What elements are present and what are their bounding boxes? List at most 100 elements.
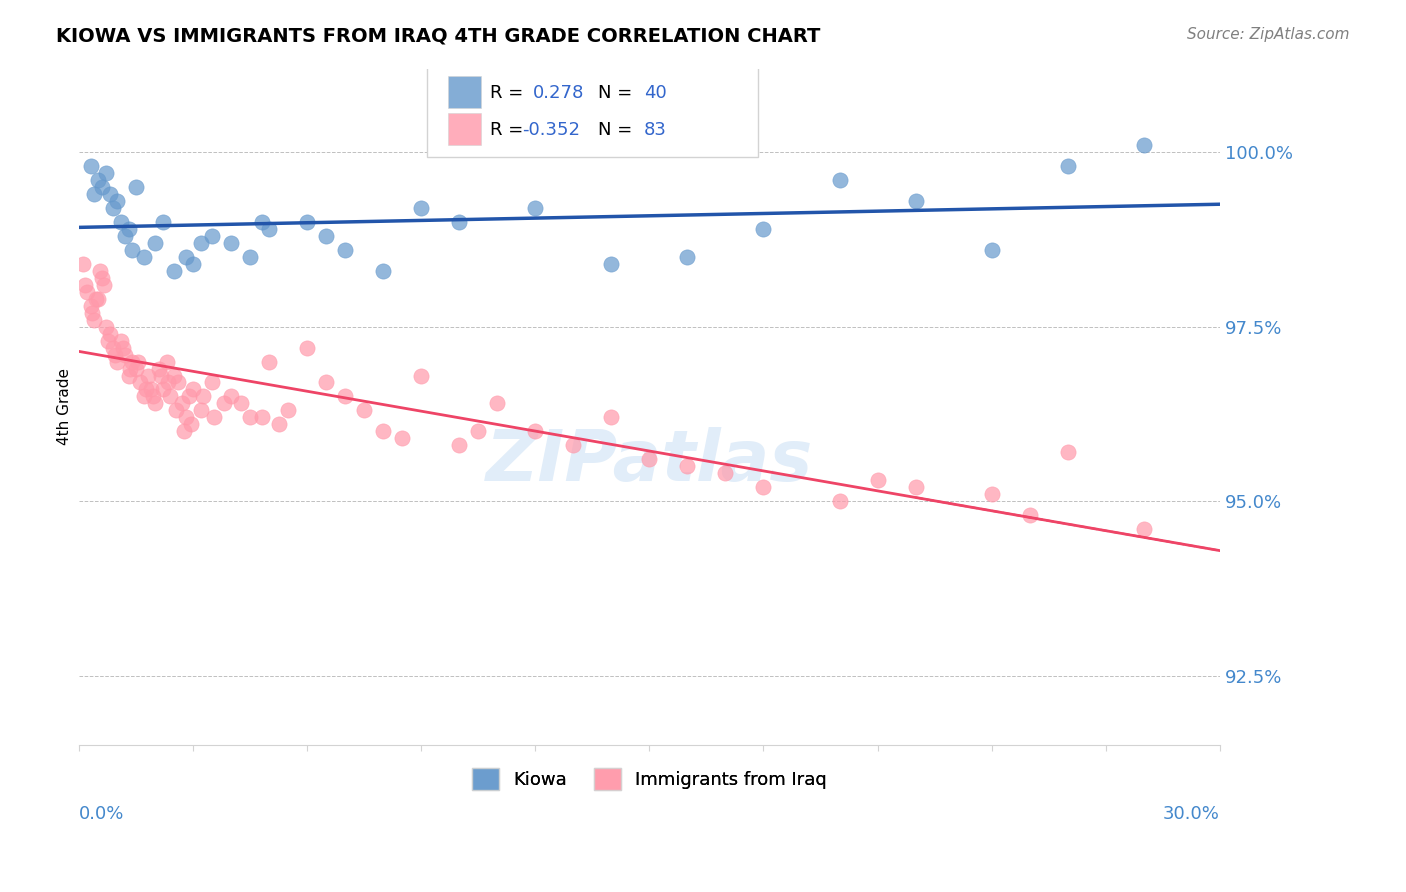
Point	[191, 389, 214, 403]
Point	[110, 215, 132, 229]
Text: ZIPatlas: ZIPatlas	[485, 426, 813, 496]
Point	[94, 319, 117, 334]
Point	[117, 222, 139, 236]
Point	[277, 403, 299, 417]
Point	[117, 368, 139, 383]
Point	[103, 201, 125, 215]
Point	[201, 229, 224, 244]
Point	[173, 425, 195, 439]
Text: KIOWA VS IMMIGRANTS FROM IRAQ 4TH GRADE CORRELATION CHART: KIOWA VS IMMIGRANTS FROM IRAQ 4TH GRADE …	[56, 27, 821, 45]
Text: 0.0%: 0.0%	[79, 805, 125, 822]
Point	[159, 389, 181, 403]
Point	[79, 299, 101, 313]
Point	[486, 396, 509, 410]
Point	[449, 438, 471, 452]
Point	[752, 480, 775, 494]
Point	[828, 173, 851, 187]
Point	[127, 354, 149, 368]
Point	[163, 368, 186, 383]
Point	[72, 257, 94, 271]
Point	[98, 187, 121, 202]
Point	[467, 425, 489, 439]
Point	[91, 180, 114, 194]
FancyBboxPatch shape	[447, 112, 481, 145]
Point	[149, 368, 172, 383]
Text: 0.278: 0.278	[533, 84, 585, 102]
Point	[132, 250, 155, 264]
Point	[155, 354, 177, 368]
Point	[105, 354, 128, 368]
Point	[104, 348, 127, 362]
Point	[524, 201, 547, 215]
Point	[449, 215, 471, 229]
Point	[201, 376, 224, 390]
Point	[562, 438, 585, 452]
Point	[97, 334, 120, 348]
Point	[132, 389, 155, 403]
Point	[148, 361, 170, 376]
Point	[267, 417, 290, 432]
Point	[105, 194, 128, 208]
Point	[353, 403, 375, 417]
Point	[524, 425, 547, 439]
Point	[250, 410, 273, 425]
Point	[638, 452, 661, 467]
Point	[239, 250, 262, 264]
Point	[219, 235, 242, 250]
Point	[110, 334, 132, 348]
Point	[866, 473, 889, 487]
Point	[257, 354, 280, 368]
Text: Source: ZipAtlas.com: Source: ZipAtlas.com	[1187, 27, 1350, 42]
Point	[114, 348, 136, 362]
Point	[980, 487, 1002, 501]
Point	[165, 403, 187, 417]
Point	[752, 222, 775, 236]
Point	[335, 243, 357, 257]
Point	[121, 243, 143, 257]
Point	[143, 235, 166, 250]
Point	[174, 410, 197, 425]
Point	[98, 326, 121, 341]
Point	[111, 341, 134, 355]
Text: N =: N =	[598, 121, 638, 139]
Point	[143, 396, 166, 410]
Point	[120, 361, 142, 376]
Point	[174, 250, 197, 264]
Point	[87, 292, 110, 306]
Point	[411, 201, 433, 215]
Point	[142, 389, 165, 403]
Legend: Kiowa, Immigrants from Iraq: Kiowa, Immigrants from Iraq	[464, 761, 835, 797]
Point	[141, 383, 163, 397]
Text: R =: R =	[489, 84, 529, 102]
Point	[335, 389, 357, 403]
Point	[257, 222, 280, 236]
Point	[1018, 508, 1040, 522]
Point	[1056, 159, 1078, 173]
Point	[91, 270, 114, 285]
Point	[136, 368, 159, 383]
Point	[676, 250, 699, 264]
Point	[76, 285, 98, 299]
Point	[157, 376, 180, 390]
Point	[391, 431, 413, 445]
Point	[170, 396, 193, 410]
Point	[714, 466, 737, 480]
Point	[89, 264, 111, 278]
Point	[676, 459, 699, 474]
Point	[129, 376, 152, 390]
Point	[79, 159, 101, 173]
Point	[73, 277, 96, 292]
Point	[229, 396, 252, 410]
Point	[600, 257, 623, 271]
Point	[163, 264, 186, 278]
Text: 40: 40	[644, 84, 666, 102]
Point	[315, 376, 337, 390]
Point	[297, 215, 319, 229]
Point	[212, 396, 235, 410]
Point	[179, 389, 201, 403]
Point	[202, 410, 225, 425]
Text: 30.0%: 30.0%	[1163, 805, 1220, 822]
Point	[84, 292, 107, 306]
Point	[373, 425, 395, 439]
Point	[152, 383, 174, 397]
